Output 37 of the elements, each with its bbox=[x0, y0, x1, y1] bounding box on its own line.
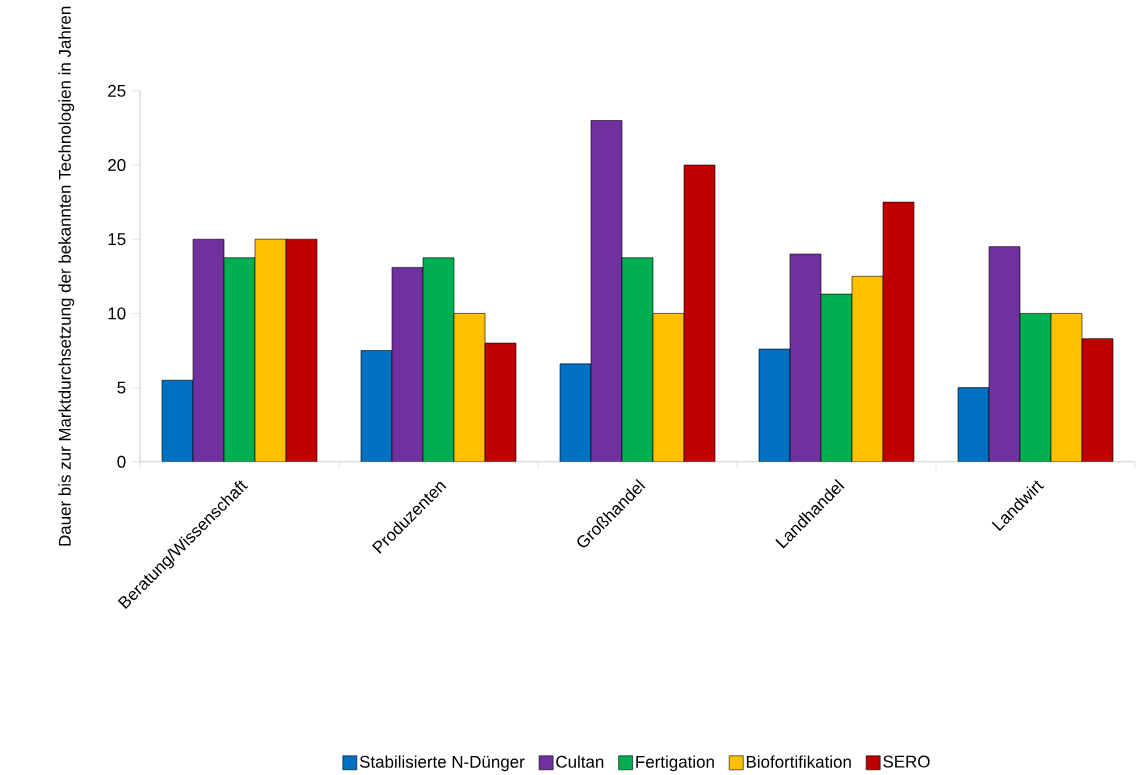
bar bbox=[621, 257, 654, 462]
y-tick-label: 0 bbox=[117, 455, 126, 468]
bar bbox=[161, 379, 194, 462]
y-tick-label: 10 bbox=[108, 307, 126, 320]
legend-label: Cultan bbox=[556, 755, 604, 768]
bar bbox=[285, 239, 318, 462]
y-tick-label: 25 bbox=[108, 84, 126, 97]
legend-label: Biofortifikation bbox=[746, 755, 851, 768]
legend-label: Stabilisierte N-Dünger bbox=[359, 755, 525, 772]
bar bbox=[758, 348, 791, 462]
bar bbox=[484, 342, 517, 462]
bar bbox=[851, 276, 884, 462]
bar bbox=[254, 239, 287, 462]
bar bbox=[988, 246, 1021, 462]
bar bbox=[957, 387, 990, 462]
bar bbox=[391, 267, 424, 462]
bar bbox=[360, 350, 393, 462]
bar bbox=[559, 363, 592, 462]
bar bbox=[223, 257, 256, 462]
bar bbox=[453, 313, 486, 462]
bar bbox=[1081, 338, 1114, 462]
bar bbox=[1050, 313, 1083, 462]
bar bbox=[590, 120, 623, 462]
y-axis-title: Dauer bis zur Marktdurchsetzung der bekannten Technologien in Jahren bbox=[58, 6, 75, 546]
bar bbox=[882, 201, 915, 462]
legend-label: SERO bbox=[883, 755, 930, 768]
bar bbox=[422, 257, 455, 462]
y-tick-label: 5 bbox=[117, 381, 126, 394]
bar bbox=[683, 164, 716, 462]
bar bbox=[789, 253, 822, 462]
y-tick-label: 20 bbox=[108, 159, 126, 172]
y-tick-label: 15 bbox=[108, 233, 126, 246]
bar bbox=[820, 293, 853, 462]
legend-label: Fertigation bbox=[636, 755, 714, 772]
bar bbox=[1019, 313, 1052, 462]
bar bbox=[652, 313, 685, 462]
bar bbox=[192, 239, 225, 462]
